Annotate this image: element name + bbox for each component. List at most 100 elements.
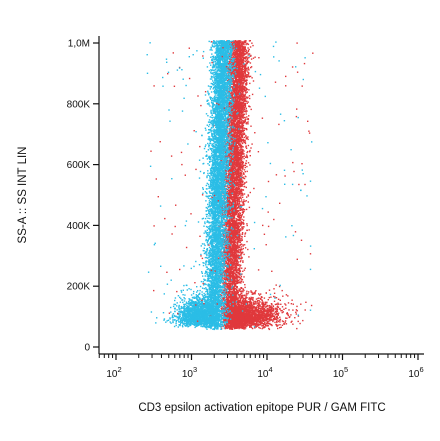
scatter-point-red bbox=[236, 280, 239, 282]
scatter-point-red bbox=[225, 231, 227, 234]
scatter-point-red bbox=[233, 272, 235, 275]
scatter-point-red bbox=[251, 77, 253, 79]
scatter-point-red bbox=[243, 44, 245, 46]
scatter-point-red bbox=[238, 210, 240, 212]
scatter-point-red bbox=[237, 70, 240, 73]
scatter-point-red bbox=[223, 235, 225, 237]
scatter-point-red bbox=[234, 140, 236, 142]
scatter-point-red bbox=[241, 226, 243, 228]
scatter-point-red bbox=[240, 109, 243, 111]
scatter-point-red bbox=[241, 142, 244, 144]
scatter-point-red bbox=[233, 208, 236, 210]
scatter-point-red bbox=[246, 118, 248, 120]
scatter-point-red bbox=[234, 279, 236, 281]
scatter-point-red bbox=[230, 242, 232, 244]
scatter-point-red bbox=[225, 245, 228, 247]
scatter-point-red bbox=[226, 161, 228, 163]
scatter-point-red bbox=[244, 104, 247, 106]
scatter-point-red bbox=[221, 257, 224, 259]
scatter-point-red bbox=[242, 58, 244, 60]
scatter-point-red bbox=[228, 204, 230, 206]
scatter-point-red bbox=[236, 157, 239, 159]
scatter-point-red bbox=[245, 96, 248, 98]
scatter-point-red bbox=[230, 68, 232, 70]
scatter-point-red bbox=[247, 121, 249, 123]
scatter-point-red bbox=[239, 185, 241, 187]
scatter-point-red bbox=[247, 136, 249, 138]
scatter-point-red bbox=[234, 240, 236, 242]
scatter-point-red bbox=[231, 198, 233, 200]
scatter-point-red bbox=[228, 174, 230, 176]
scatter-point-red bbox=[231, 144, 234, 146]
scatter-point-red bbox=[240, 126, 242, 128]
scatter-point-red bbox=[249, 46, 252, 48]
scatter-point-red bbox=[242, 222, 244, 224]
scatter-point-red bbox=[239, 208, 241, 210]
scatter-point-red bbox=[239, 79, 241, 82]
scatter-point-red bbox=[232, 187, 234, 190]
scatter-point-red bbox=[238, 129, 241, 131]
scatter-point-red bbox=[224, 151, 227, 153]
scatter-point-red bbox=[235, 188, 238, 190]
scatter-point-red bbox=[235, 46, 237, 48]
scatter-point-red bbox=[234, 278, 236, 280]
scatter-point-red bbox=[226, 275, 228, 277]
scatter-point-red bbox=[230, 131, 232, 134]
scatter-point-red bbox=[234, 244, 236, 246]
scatter-point-red bbox=[238, 215, 240, 217]
scatter-point-red bbox=[242, 73, 244, 75]
scatter-point-red bbox=[249, 155, 251, 157]
scatter-point-red bbox=[230, 130, 232, 132]
scatter-point-red bbox=[244, 139, 246, 142]
scatter-point-red bbox=[237, 167, 239, 169]
scatter-point-red bbox=[238, 176, 240, 178]
scatter-point-red bbox=[241, 168, 244, 170]
scatter-point-red bbox=[243, 289, 245, 292]
scatter-point-red bbox=[236, 290, 238, 292]
scatter-point-red bbox=[243, 72, 245, 74]
scatter-point-red bbox=[239, 136, 242, 139]
scatter-point-red bbox=[239, 162, 241, 164]
scatter-point-red bbox=[240, 264, 242, 266]
scatter-point-red bbox=[239, 139, 242, 141]
scatter-point-red bbox=[244, 69, 246, 71]
scatter-point-red bbox=[240, 258, 243, 260]
scatter-point-red bbox=[238, 226, 240, 228]
scatter-point-red bbox=[241, 90, 244, 93]
scatter-point-red bbox=[238, 115, 240, 117]
scatter-point-red bbox=[242, 261, 244, 263]
scatter-point-red bbox=[235, 292, 237, 295]
scatter-point-red bbox=[239, 233, 241, 235]
scatter-point-red bbox=[240, 275, 243, 277]
scatter-point-red bbox=[239, 266, 241, 268]
scatter-point-red bbox=[243, 199, 245, 201]
scatter-point-red bbox=[243, 49, 245, 51]
scatter-point-red bbox=[232, 191, 234, 193]
scatter-point-red bbox=[244, 171, 246, 173]
scatter-point-red bbox=[246, 74, 248, 76]
scatter-point-red bbox=[236, 226, 239, 228]
scatter-point-red bbox=[222, 233, 224, 236]
scatter-point-red bbox=[237, 168, 239, 170]
scatter-point-red bbox=[238, 58, 241, 60]
scatter-point-red bbox=[243, 98, 245, 100]
scatter-point-red bbox=[246, 116, 248, 118]
scatter-point-red bbox=[243, 129, 245, 132]
scatter-point-red bbox=[230, 152, 232, 154]
scatter-point-red bbox=[243, 204, 245, 206]
scatter-point-red bbox=[246, 156, 249, 159]
scatter-point-red bbox=[238, 245, 240, 247]
scatter-point-red bbox=[231, 246, 233, 248]
scatter-point-red bbox=[233, 79, 235, 82]
scatter-point-red bbox=[235, 153, 237, 155]
scatter-point-red bbox=[243, 110, 245, 113]
scatter-point-red bbox=[244, 166, 246, 169]
scatter-point-red bbox=[234, 131, 236, 133]
scatter-point-red bbox=[233, 172, 236, 174]
scatter-point-red bbox=[238, 136, 240, 138]
scatter-point-red bbox=[231, 167, 233, 169]
scatter-point-red bbox=[247, 47, 249, 49]
scatter-point-red bbox=[249, 151, 251, 153]
scatter-point-red bbox=[226, 221, 228, 224]
scatter-point-red bbox=[228, 297, 230, 299]
